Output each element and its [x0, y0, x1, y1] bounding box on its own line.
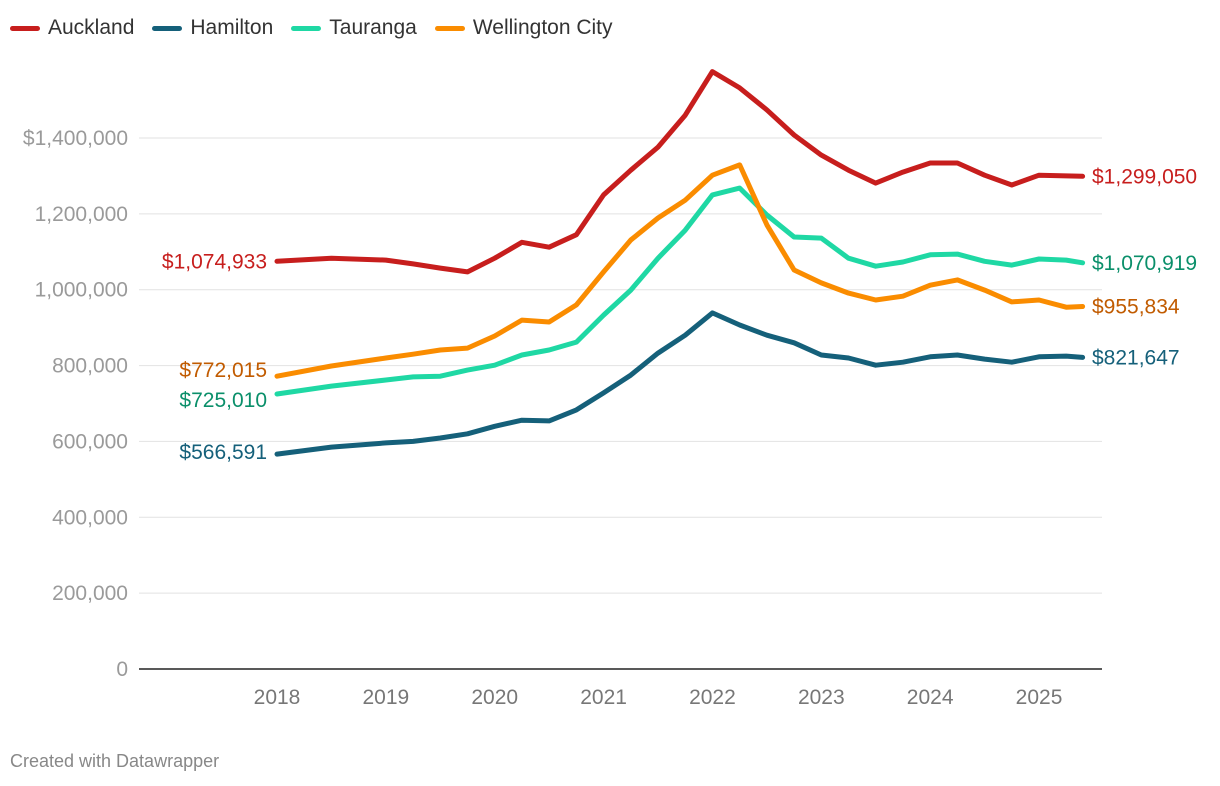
- series-line-tauranga: [274, 185, 1086, 397]
- y-tick-label: 600,000: [52, 430, 128, 453]
- legend-swatch: [291, 25, 322, 31]
- x-tick-label: 2021: [580, 686, 627, 709]
- series-line-auckland: [274, 69, 1086, 275]
- y-tick-label: 200,000: [52, 582, 128, 605]
- x-tick-label: 2023: [798, 686, 845, 709]
- legend-label: Wellington City: [472, 16, 613, 39]
- legend-item: Tauranga: [291, 16, 417, 40]
- end-value-label: $1,070,919: [1092, 252, 1197, 275]
- x-tick-label: 2020: [471, 686, 518, 709]
- chart-legend: Auckland Hamilton Tauranga Wellington City: [10, 16, 613, 40]
- y-tick-label: 400,000: [52, 506, 128, 529]
- x-tick-label: 2018: [254, 686, 301, 709]
- x-tick-label: 2024: [907, 686, 954, 709]
- y-tick-label: $1,400,000: [23, 127, 128, 150]
- legend-item: Hamilton: [152, 16, 273, 40]
- series-line-hamilton: [274, 310, 1086, 457]
- footer-credit: Created with Datawrapper: [10, 751, 220, 771]
- end-value-label: $955,834: [1092, 295, 1180, 318]
- y-tick-label: 1,200,000: [35, 203, 128, 226]
- x-tick-label: 2025: [1016, 686, 1063, 709]
- end-value-label: $821,647: [1092, 346, 1180, 369]
- start-value-label: $566,591: [179, 441, 267, 464]
- y-tick-label: 0: [116, 658, 128, 681]
- legend-label: Tauranga: [329, 16, 417, 39]
- legend-label: Auckland: [48, 16, 135, 39]
- x-tick-label: 2019: [363, 686, 410, 709]
- legend-item: Wellington City: [434, 16, 613, 40]
- start-value-label: $725,010: [179, 389, 267, 412]
- y-tick-label: 1,000,000: [35, 279, 128, 302]
- legend-swatch: [434, 25, 465, 31]
- legend-swatch: [10, 25, 40, 31]
- start-value-label: $1,074,933: [162, 250, 267, 273]
- start-value-label: $772,015: [179, 359, 267, 382]
- series-line-wellington-city: [274, 162, 1086, 379]
- legend-item: Auckland: [10, 16, 134, 40]
- y-tick-label: 800,000: [52, 355, 128, 378]
- x-tick-label: 2022: [689, 686, 736, 709]
- end-value-label: $1,299,050: [1092, 165, 1197, 188]
- legend-label: Hamilton: [190, 16, 274, 39]
- legend-swatch: [152, 25, 183, 31]
